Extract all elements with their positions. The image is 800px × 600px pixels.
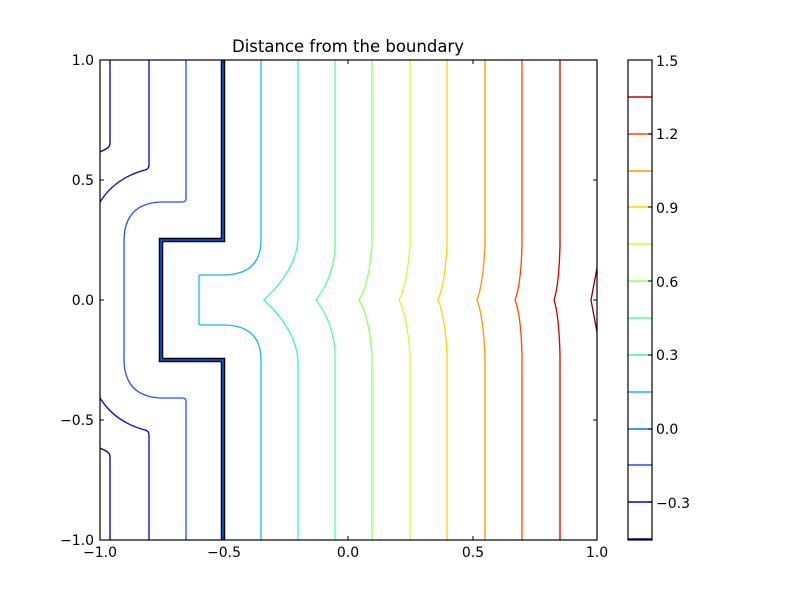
colorbar-label: 0.6 — [656, 275, 678, 291]
contour-level-105 — [476, 60, 486, 540]
colorbar-label: 0.0 — [656, 422, 678, 438]
colorbar-background — [628, 60, 652, 540]
y-axis-labels: 1.0 0.5 0.0 −0.5 −1.0 — [60, 53, 94, 549]
contour-level-09 — [437, 60, 448, 540]
colorbar: 1.5 1.2 0.9 0.6 0.3 0.0 −0.3 — [627, 54, 690, 541]
colorbar-label: 1.5 — [656, 54, 678, 70]
contour-level-015 — [198, 60, 262, 540]
x-tick-label: 1.0 — [586, 545, 608, 561]
contour-level-06 — [358, 60, 373, 540]
contour-lines — [99, 60, 598, 540]
contour-level-075 — [398, 60, 411, 540]
contour-level-045 — [315, 60, 336, 540]
contour-level-zero — [160, 60, 224, 540]
plot-area: −1.0 −0.5 0.0 0.5 1.0 1.0 0.5 0.0 −0.5 −… — [60, 53, 608, 561]
colorbar-frame — [627, 59, 653, 541]
x-tick-label: −1.0 — [83, 545, 117, 561]
colorbar-ticks — [648, 59, 652, 503]
axes-background — [100, 60, 597, 540]
chart-title: Distance from the boundary — [232, 37, 464, 56]
contour-level-neg045 — [99, 60, 111, 540]
x-tick-label: 0.5 — [462, 545, 484, 561]
x-axis-labels: −1.0 −0.5 0.0 0.5 1.0 — [83, 545, 608, 561]
colorbar-label: 0.3 — [656, 348, 678, 364]
contour-level-135 — [553, 60, 561, 540]
colorbar-lines — [628, 96, 652, 540]
y-tick-label: −1.0 — [60, 533, 94, 549]
y-tick-label: −0.5 — [60, 413, 94, 429]
colorbar-label: −0.3 — [656, 496, 690, 512]
axis-ticks — [99, 59, 598, 541]
y-tick-label: 0.5 — [72, 173, 94, 189]
contour-level-15 — [590, 267, 598, 333]
colorbar-label: 0.9 — [656, 201, 678, 217]
y-tick-label: 0.0 — [72, 293, 94, 309]
y-tick-label: 1.0 — [72, 53, 94, 69]
contour-level-03 — [263, 60, 299, 540]
contour-level-12 — [514, 60, 523, 540]
colorbar-label: 1.2 — [656, 127, 678, 143]
contour-level-neg03 — [99, 60, 150, 540]
x-tick-label: 0.0 — [337, 545, 359, 561]
contour-level-neg015 — [123, 60, 187, 540]
x-tick-label: −0.5 — [207, 545, 241, 561]
